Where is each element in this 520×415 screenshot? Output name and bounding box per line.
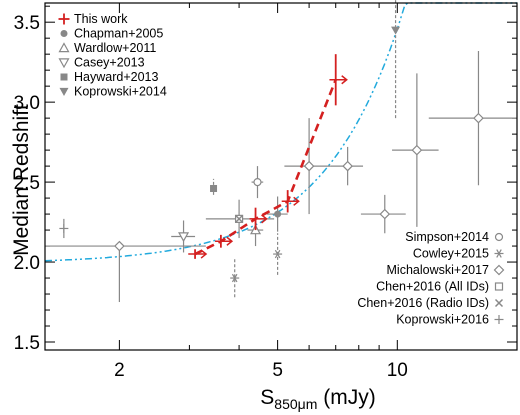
lower-limit-arrow	[200, 249, 208, 259]
marker-open-diamond	[114, 240, 125, 252]
legend-item-chen-2016-all-ids-: Chen+2016 (All IDs)	[376, 280, 504, 294]
y-tick-label: 1.5	[14, 333, 40, 354]
data-point-casey-2013	[171, 220, 196, 253]
legend-label: Koprowski+2014	[74, 85, 167, 99]
this-work-layer	[188, 54, 348, 259]
legend-label: Chen+2016 (Radio IDs)	[357, 296, 489, 310]
legend-label: Chapman+2005	[74, 27, 163, 41]
legend-label: Michalowski+2017	[387, 263, 490, 277]
lower-limit-arrow	[293, 196, 300, 206]
legend-layer: This workChapman+2005Wardlow+2011Casey+2…	[58, 12, 505, 327]
plot-frame	[44, 2, 518, 351]
this-work-point	[249, 207, 268, 231]
legend-label: Hayward+2013	[74, 70, 158, 84]
x-axis-label-unit: (mJy)	[317, 386, 375, 409]
this-work-point	[188, 249, 208, 259]
marker-open-diamond	[342, 160, 353, 172]
marker-filled-inverted-triangle	[59, 87, 69, 96]
data-point-michalowski-2017	[330, 146, 364, 186]
data-point-chen-2016-radio-ids-	[235, 214, 244, 223]
data-point-michalowski-2017	[360, 194, 406, 234]
legend-item-chapman-2005: Chapman+2005	[60, 27, 163, 41]
this-work-trend-line	[194, 79, 337, 256]
marker-x-cross	[235, 214, 244, 223]
marker-filled-circle	[274, 210, 282, 218]
this-work-point	[329, 54, 348, 106]
legend-label: Koprowski+2016	[396, 313, 489, 327]
marker-asterisk	[231, 273, 238, 283]
legend-label: Simpson+2014	[405, 230, 489, 244]
legend-label: Casey+2013	[74, 56, 145, 70]
marker-open-diamond	[411, 144, 423, 156]
marker-open-diamond	[303, 160, 315, 172]
lower-limit-arrow	[226, 236, 234, 246]
marker-filled-square	[60, 73, 68, 81]
data-point-michalowski-2017	[45, 240, 206, 303]
marker-open-diamond	[473, 112, 484, 124]
legend-item-cowley-2015: Cowley+2015	[413, 247, 504, 261]
lower-limit-arrow	[261, 214, 268, 224]
legend-label: This work	[74, 12, 128, 26]
data-point-chapman-2005	[266, 196, 288, 232]
marker-filled-circle	[60, 30, 68, 37]
x-axis-label-main: S	[260, 386, 274, 409]
marker-x-cross	[494, 298, 504, 308]
legend-item-michalowski-2017: Michalowski+2017	[387, 263, 505, 277]
data-point-michalowski-2017	[428, 50, 517, 186]
marker-open-inverted-triangle	[58, 58, 70, 69]
legend-item-simpson-2014: Simpson+2014	[405, 230, 504, 244]
data-point-koprowski-2016	[59, 218, 69, 239]
marker-asterisk	[274, 249, 281, 259]
x-tick-label: 10	[387, 360, 408, 381]
legend-item-chen-2016-radio-ids-: Chen+2016 (Radio IDs)	[357, 296, 504, 310]
marker-filled-inverted-triangle	[391, 26, 401, 35]
y-tick-label: 2.0	[14, 253, 40, 274]
data-point-cowley-2015	[273, 233, 283, 275]
data-point-cowley-2015	[230, 258, 240, 298]
comparison-points-layer	[45, 0, 517, 303]
legend-item-koprowski-2016: Koprowski+2016	[396, 313, 504, 327]
y-tick-label: 3.0	[14, 93, 40, 114]
data-point-michalowski-2017	[392, 73, 439, 227]
legend-item-koprowski-2014: Koprowski+2014	[59, 85, 167, 99]
legend-label: Cowley+2015	[413, 247, 489, 261]
y-axis-label: Median Redshift	[10, 104, 33, 256]
legend-label: Wardlow+2011	[74, 41, 156, 55]
data-point-michalowski-2017	[284, 118, 331, 215]
x-tick-label: 5	[272, 360, 283, 381]
data-point-hayward-2013	[210, 178, 218, 195]
legend-item-this-work: This work	[58, 12, 128, 26]
legend-label: Chen+2016 (All IDs)	[376, 280, 489, 294]
this-work-point	[215, 234, 234, 248]
y-tick-label: 2.5	[14, 173, 40, 194]
lower-limit-arrow	[341, 75, 348, 85]
marker-filled-square	[210, 184, 218, 192]
marker-open-circle	[253, 177, 262, 187]
marker-open-diamond	[493, 264, 505, 276]
data-point-koprowski-2014	[391, 0, 401, 119]
marker-open-diamond	[379, 208, 391, 220]
legend-item-wardlow-2011: Wardlow+2011	[58, 41, 156, 55]
marker-asterisk	[496, 249, 502, 258]
x-tick-label: 2	[114, 360, 125, 381]
tick-layer: 2 5 10 1.5 2.0 2.5 3.0 3.5	[14, 3, 518, 381]
legend-item-hayward-2013: Hayward+2013	[60, 70, 158, 84]
legend-item-casey-2013: Casey+2013	[58, 56, 145, 70]
marker-open-inverted-triangle	[178, 232, 190, 243]
y-tick-label: 3.5	[14, 13, 40, 34]
x-axis-label: S850μm (mJy)	[260, 386, 375, 412]
x-axis-label-sub: 850μm	[274, 396, 317, 412]
this-work-point	[281, 190, 300, 213]
marker-open-square	[494, 282, 504, 291]
marker-open-triangle	[58, 42, 70, 53]
marker-open-circle	[494, 232, 504, 242]
data-point-simpson-2014	[251, 166, 264, 199]
